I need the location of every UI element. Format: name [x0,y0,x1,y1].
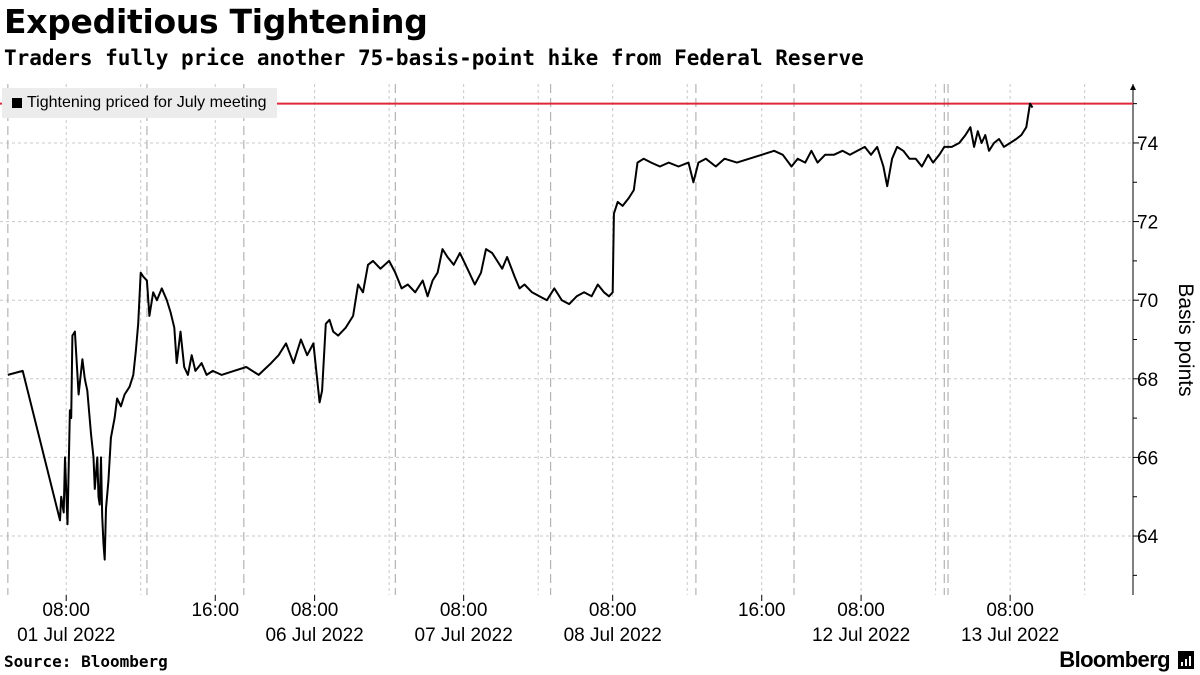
x-tick-date [191,623,239,648]
x-tick-time: 08:00 [42,600,90,621]
legend-label: Tightening priced for July meeting [27,94,267,111]
x-tick-time: 16:00 [737,600,786,621]
x-tick-label: 16:00 [738,598,786,648]
x-tick-time: 08:00 [588,600,637,621]
x-tick-time: 08:00 [837,600,885,621]
x-tick-label: 16:00 [191,598,239,648]
x-tick-date: 07 Jul 2022 [414,625,513,646]
x-tick-time: 08:00 [439,600,488,621]
x-tick-time: 08:00 [986,600,1034,621]
x-tick-date: 06 Jul 2022 [265,625,364,646]
legend-swatch [12,98,22,108]
source-note: Source: Bloomberg [4,652,168,671]
x-tick-date: 01 Jul 2022 [17,625,116,646]
series-line [7,102,1034,561]
y-tick-label: 66 [1137,448,1158,469]
x-tick-date: 13 Jul 2022 [961,625,1060,646]
x-tick-time: 08:00 [290,600,339,621]
x-tick-date: 08 Jul 2022 [563,625,662,646]
y-axis: 64 66 68 70 72 74 [65,84,1159,601]
brand-logo: Bloomberg [1059,647,1170,672]
x-tick-date [738,623,786,648]
y-tick-label: 74 [1137,134,1159,155]
x-tick-label: 08:00 07 Jul 2022 [415,598,513,648]
y-tick-label: 64 [1137,527,1159,548]
y-tick-label: 72 [1137,213,1158,234]
x-tick-time: 16:00 [191,600,240,621]
chart-title: Expeditious Tightening [4,2,428,41]
x-tick-label: 08:00 01 Jul 2022 [17,598,115,648]
x-tick-date: 12 Jul 2022 [811,625,911,646]
x-tick-label: 08:00 08 Jul 2022 [564,598,662,648]
y-axis-arrow [1130,84,1136,90]
x-tick-label: 08:00 13 Jul 2022 [961,598,1059,648]
y-tick-label: 70 [1137,291,1158,312]
bloomberg-terminal-icon [1178,651,1194,669]
x-tick-label: 08:00 12 Jul 2022 [812,598,910,648]
x-tick-label: 08:00 06 Jul 2022 [265,598,363,648]
y-tick-label: 68 [1137,370,1158,391]
y-axis-title: Basis points [1174,283,1197,397]
legend: Tightening priced for July meeting [2,88,277,118]
grid-lines [0,84,1133,595]
chart-subtitle: Traders fully price another 75-basis-poi… [4,46,864,70]
